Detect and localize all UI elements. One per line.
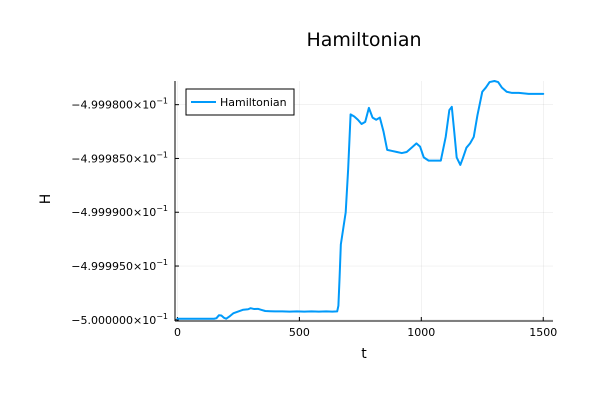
axes	[174, 81, 553, 322]
y-tick-mantissa: −4.999850×10	[71, 152, 156, 165]
x-tick-label: 1500	[529, 326, 557, 339]
y-tick-mantissa: −5.000000×10	[71, 314, 156, 327]
y-tick-exponent: −1	[156, 150, 168, 159]
y-tick-exponent: −1	[156, 97, 168, 106]
y-tick-label: −4.999900×10−1	[71, 204, 168, 219]
x-tick-label: 1000	[407, 326, 435, 339]
x-tick-label: 0	[174, 326, 181, 339]
y-tick-mantissa: −4.999950×10	[71, 260, 156, 273]
y-tick-exponent: −1	[156, 204, 168, 213]
y-tick-label: −4.999800×10−1	[71, 97, 168, 112]
y-tick-label: −4.999850×10−1	[71, 150, 168, 165]
y-tick-label: −4.999950×10−1	[71, 258, 168, 273]
x-axis-label: t	[361, 346, 367, 362]
y-tick-label: −5.000000×10−1	[71, 312, 168, 327]
chart-title: Hamiltonian	[306, 29, 421, 51]
y-axis-label: H	[38, 194, 54, 205]
series-line-hamiltonian	[176, 80, 545, 320]
y-tick-mantissa: −4.999900×10	[71, 206, 156, 219]
grid-lines	[175, 81, 553, 321]
legend-label: Hamiltonian	[220, 96, 287, 109]
x-tick-label: 500	[289, 326, 310, 339]
y-tick-exponent: −1	[156, 258, 168, 267]
tick-labels: 0 500 1000 1500−5.000000×10−1−4.999950×10−1…	[71, 97, 557, 339]
legend: Hamiltonian	[185, 88, 295, 116]
y-tick-mantissa: −4.999800×10	[71, 99, 156, 112]
plot-area	[176, 80, 545, 320]
y-tick-exponent: −1	[156, 312, 168, 321]
